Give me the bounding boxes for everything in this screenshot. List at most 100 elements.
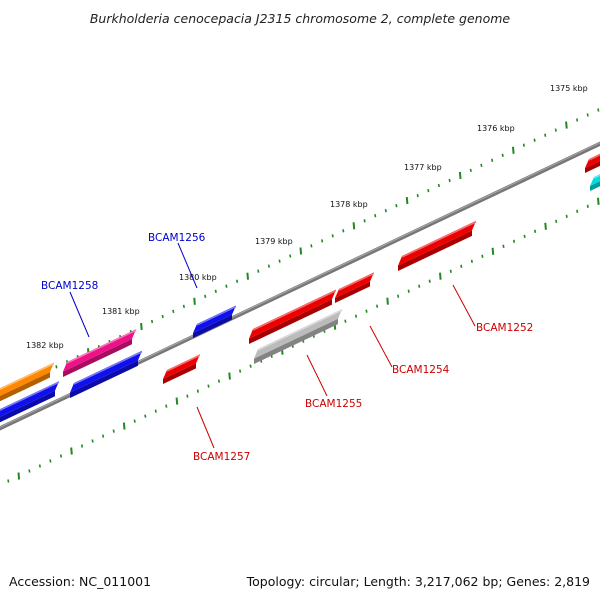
gene-label-bcam1256[interactable]: BCAM1256	[148, 232, 206, 244]
feature-red-1[interactable]	[249, 289, 337, 344]
tick-label-1377: 1377 kbp	[404, 163, 442, 172]
inner-tick	[397, 294, 400, 298]
inner-tick	[133, 419, 136, 423]
outer-tick	[437, 183, 440, 188]
feature-cyan-edge-shadow	[590, 181, 600, 191]
outer-tick	[576, 118, 579, 122]
gene-label-bcam1255[interactable]: BCAM1255	[305, 398, 362, 410]
feature-orange-highlight	[0, 362, 55, 390]
outer-tick	[140, 322, 143, 331]
inner-tick	[207, 384, 210, 388]
tick-label-1381: 1381 kbp	[102, 307, 140, 316]
feature-bcam1256[interactable]	[193, 305, 237, 338]
feature-bcam1258-shadow	[63, 338, 132, 377]
inner-tick	[239, 369, 242, 373]
tick-label-1375: 1375 kbp	[550, 84, 588, 93]
inner-tick	[502, 244, 505, 248]
outer-tick	[225, 284, 228, 288]
outer-tick	[172, 309, 175, 314]
feature-bcam1254[interactable]	[335, 272, 375, 303]
feature-blue-1-shadow	[0, 390, 55, 423]
outer-tick	[182, 304, 185, 309]
inner-tick	[91, 439, 94, 443]
inner-tick	[418, 284, 421, 288]
topology-text: Topology: circular; Length: 3,217,062 bp…	[246, 574, 590, 589]
feature-bcam1257-shadow	[163, 363, 196, 384]
feature-bcam1257[interactable]	[163, 354, 201, 384]
inner-tick	[344, 319, 347, 323]
leader-bcam1255	[306, 354, 328, 397]
feature-bcam1258-face	[63, 329, 136, 372]
outer-tick-ruler	[2, 108, 600, 394]
tick-label-1380: 1380 kbp	[179, 273, 217, 282]
outer-tick	[597, 108, 600, 112]
feature-orange[interactable]	[0, 362, 55, 406]
outer-tick	[246, 272, 249, 280]
feature-blue-2[interactable]	[70, 350, 143, 398]
feature-orange-face	[0, 362, 54, 396]
inner-tick	[49, 459, 52, 463]
inner-tick	[428, 279, 431, 283]
outer-tick	[161, 314, 164, 319]
inner-tick	[81, 444, 84, 448]
outer-tick	[533, 138, 536, 142]
tick-label-1376: 1376 kbp	[477, 124, 515, 133]
feature-bcam1255-shadow	[254, 318, 338, 364]
inner-tick	[7, 479, 10, 483]
feature-bcam1255[interactable]	[254, 309, 343, 364]
inner-tick	[544, 222, 547, 230]
feature-blue-1-highlight	[0, 381, 60, 411]
outer-tick	[363, 219, 366, 223]
inner-tick	[365, 309, 368, 313]
feature-blue-1-face	[0, 381, 59, 417]
leader-bcam1258	[69, 291, 90, 338]
inner-tick	[586, 204, 589, 208]
feature-blue-1[interactable]	[0, 381, 60, 427]
feature-red-edge-highlight	[588, 153, 600, 161]
feature-cyan-edge-highlight	[593, 174, 600, 179]
outer-tick	[151, 319, 154, 324]
feature-bcam1252[interactable]	[398, 220, 477, 271]
gene-labels: BCAM1256 BCAM1258 BCAM1252 BCAM1254 BCAM…	[41, 232, 533, 463]
feature-blue-2-highlight	[73, 351, 143, 385]
outer-tick	[458, 171, 462, 179]
feature-bcam1258[interactable]	[63, 329, 137, 377]
feature-red-1-highlight	[252, 289, 337, 331]
tick-label-1382: 1382 kbp	[26, 341, 64, 350]
outer-tick	[480, 163, 483, 168]
inner-tick	[196, 389, 199, 393]
outer-tick	[321, 239, 324, 243]
inner-tick	[449, 269, 452, 273]
feature-blue-2-face	[70, 350, 142, 393]
feature-bcam1255-highlight	[257, 309, 343, 351]
inner-tick	[112, 429, 115, 433]
outer-tick	[342, 229, 345, 233]
gene-label-bcam1257[interactable]: BCAM1257	[193, 451, 250, 463]
tick-labels: 1375 kbp 1376 kbp 1377 kbp 1378 kbp 1379…	[26, 84, 588, 350]
outer-tick	[236, 279, 239, 283]
inner-tick	[144, 414, 147, 418]
inner-tick	[407, 289, 410, 293]
inner-tick	[17, 472, 21, 480]
inner-tick	[470, 259, 473, 263]
outer-tick	[204, 294, 207, 298]
gene-label-bcam1252[interactable]: BCAM1252	[476, 322, 533, 334]
feature-red-edge[interactable]	[585, 147, 600, 173]
feature-bcam1252-face	[398, 220, 476, 266]
gene-label-bcam1258[interactable]: BCAM1258	[41, 280, 98, 292]
feature-bcam1254-shadow	[335, 281, 370, 303]
outer-tick	[395, 204, 398, 208]
inner-tick	[512, 239, 516, 243]
inner-tick	[102, 434, 105, 438]
outer-tick	[214, 289, 217, 293]
feature-cyan-edge[interactable]	[590, 168, 600, 191]
outer-tick	[427, 188, 430, 193]
inner-tick	[597, 197, 600, 205]
gene-label-bcam1254[interactable]: BCAM1254	[392, 364, 450, 376]
outer-tick	[554, 128, 557, 132]
inner-tick	[70, 447, 73, 455]
outer-tick	[374, 214, 377, 218]
outer-tick	[289, 254, 292, 258]
inner-tick	[460, 264, 463, 268]
